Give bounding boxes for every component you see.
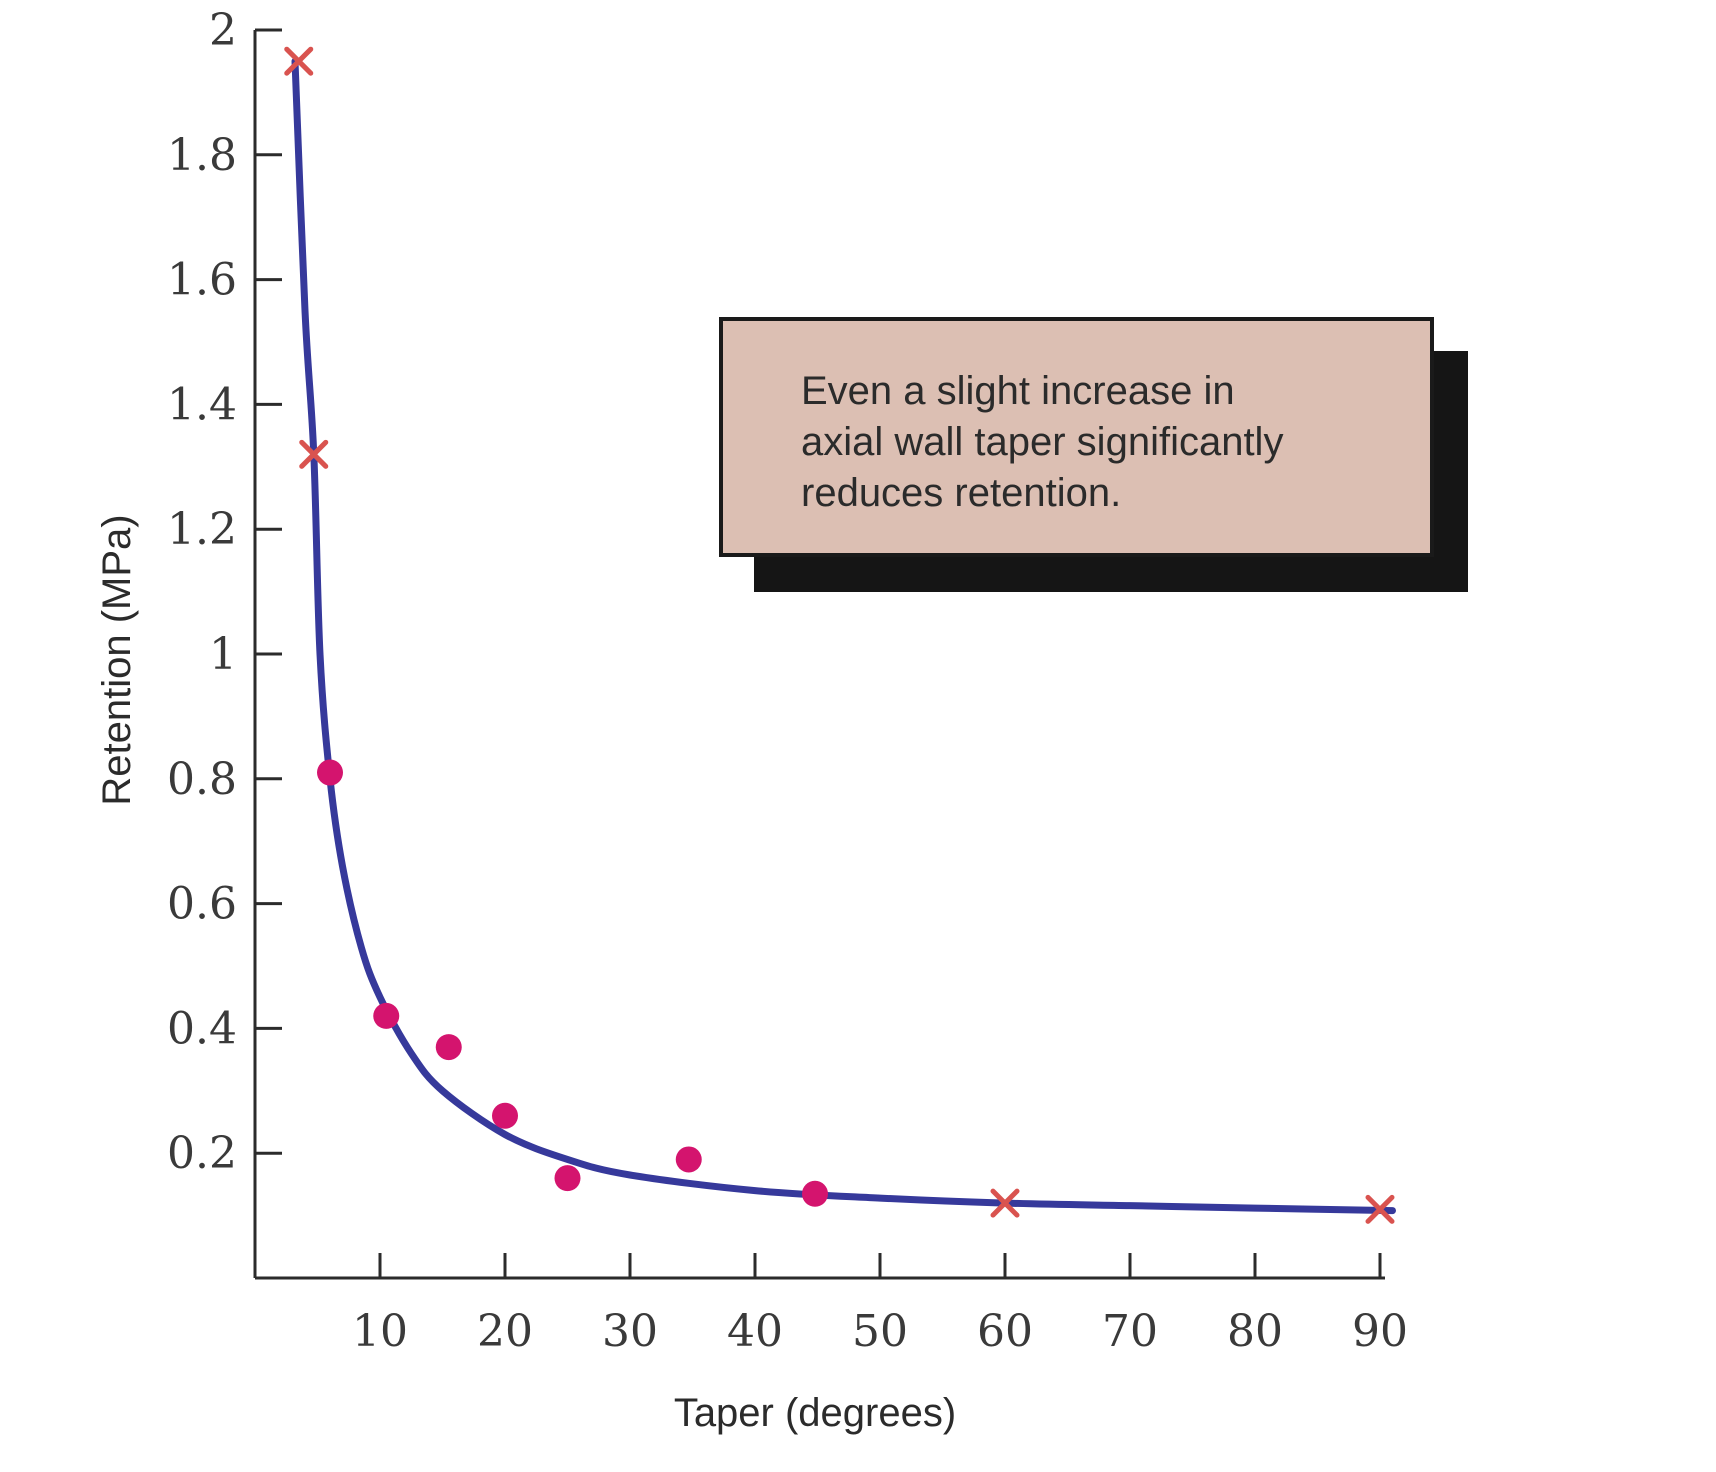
- data-point: [492, 1102, 518, 1129]
- fit-curve: [291, 57, 1396, 1215]
- x-tick-label: 70: [1102, 1306, 1158, 1357]
- x-tick-label: 60: [977, 1306, 1033, 1357]
- y-axis-title: Retention (MPa): [95, 514, 139, 805]
- x-tick-label: 10: [352, 1306, 408, 1357]
- data-point: [373, 1002, 400, 1029]
- x-tick-label: 90: [1352, 1306, 1408, 1357]
- annotation-callout: Even a slight increase in axial wall tap…: [719, 317, 1468, 592]
- data-point-x: [299, 439, 329, 469]
- x-tick-label: 30: [602, 1306, 658, 1357]
- data-point-x: [1365, 1194, 1395, 1224]
- y-tick-label: 1.6: [167, 255, 237, 306]
- y-tick-label: 1: [209, 629, 237, 680]
- data-point: [435, 1034, 462, 1061]
- data-point-x: [990, 1188, 1020, 1218]
- annotation-line-2: axial wall taper significantly: [801, 420, 1283, 464]
- data-points: [284, 46, 1395, 1224]
- y-tick-label: 0.2: [167, 1128, 237, 1179]
- x-tick-label: 50: [852, 1306, 908, 1357]
- y-axis-ticks: 0.2 0.4 0.6 0.8 1 1.2 1.4 1.6 1.8 2: [167, 5, 282, 1179]
- data-point: [317, 759, 343, 786]
- data-point-x: [284, 46, 314, 76]
- y-tick-label: 0.8: [167, 754, 237, 805]
- annotation-box: [719, 317, 1434, 557]
- y-tick-label: 1.4: [167, 379, 237, 430]
- x-tick-label: 80: [1227, 1306, 1283, 1357]
- data-point: [554, 1165, 581, 1192]
- y-tick-label: 1.2: [167, 504, 237, 555]
- x-tick-label: 20: [477, 1306, 533, 1357]
- y-tick-label: 1.8: [167, 130, 237, 181]
- data-point: [802, 1180, 828, 1207]
- annotation-line-3: reduces retention.: [801, 471, 1121, 515]
- axes: [253, 28, 1385, 1280]
- data-point: [675, 1146, 702, 1173]
- x-axis-ticks: 10 20 30 40 50 60 70 80 90: [352, 1253, 1408, 1357]
- y-tick-label: 0.6: [167, 879, 237, 930]
- y-tick-label: 0.4: [167, 1003, 237, 1054]
- x-tick-label: 40: [727, 1306, 783, 1357]
- x-axis-title: Taper (degrees): [674, 1391, 956, 1435]
- annotation-line-1: Even a slight increase in: [801, 369, 1235, 413]
- y-tick-label: 2: [209, 5, 237, 56]
